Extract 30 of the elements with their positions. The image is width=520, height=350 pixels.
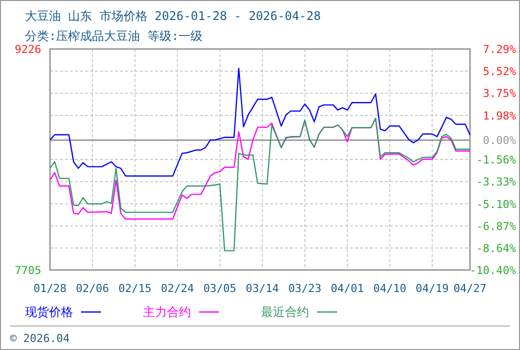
x-tick-label: 04/01: [330, 282, 364, 295]
y2-tick-label: -5.10%: [476, 198, 516, 211]
x-tick-label: 03/23: [288, 282, 322, 295]
x-tick-label: 04/10: [373, 282, 406, 295]
x-tick-label: 01/28: [33, 282, 67, 295]
x-tick-label: 04/19: [416, 282, 449, 295]
y2-tick-label: -3.33%: [476, 176, 516, 189]
x-tick-label: 02/06: [76, 282, 110, 295]
title: 大豆油 山东 市场价格 2026-01-28 - 2026-04-28: [25, 9, 321, 23]
y2-tick-label: 1.98%: [482, 109, 516, 122]
y2-tick-label: -6.87%: [476, 220, 516, 233]
legend-label: 主力合约: [143, 305, 191, 319]
x-tick-label: 04/27: [453, 282, 487, 295]
x-tick-label: 02/24: [160, 282, 194, 295]
x-tick-label: 02/15: [118, 282, 152, 295]
y2-tick-label: 3.75%: [482, 87, 516, 100]
y2-tick-label: -8.64%: [476, 242, 516, 256]
subtitle: 分类:压榨成品大豆油 等级:一级: [25, 29, 203, 43]
legend-label: 现货价格: [25, 305, 73, 319]
legend-label: 最近合约: [261, 305, 309, 319]
y2-tick-label: 7.29%: [482, 43, 516, 56]
x-tick-label: 03/14: [246, 282, 280, 295]
y2-tick-label: -10.40%: [470, 264, 516, 277]
x-tick-label: 03/05: [203, 282, 236, 295]
y2-tick-label: -1.56%: [476, 154, 516, 167]
y-tick-label: 7705: [14, 264, 42, 277]
text: © 2026.04: [10, 332, 70, 345]
y2-tick-label: 5.52%: [482, 65, 516, 78]
y-tick-label: 9226: [14, 43, 42, 56]
y2-tick-label: 0.00%: [482, 134, 516, 148]
